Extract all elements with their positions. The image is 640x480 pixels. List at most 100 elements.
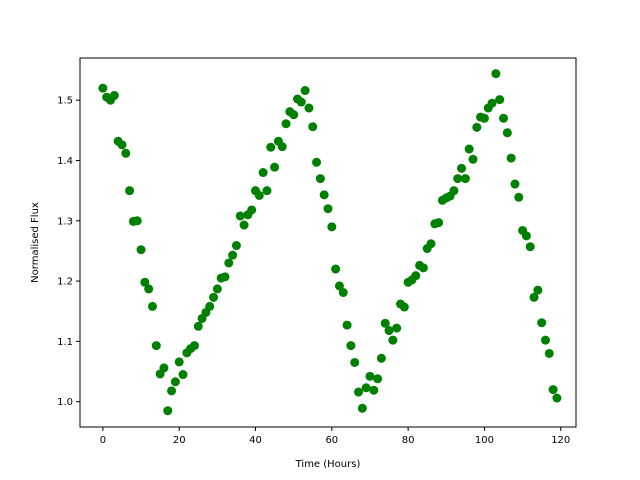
x-tick-label: 120 [551, 435, 570, 446]
data-point [239, 220, 249, 230]
x-tick-label: 40 [249, 435, 262, 446]
data-point [350, 357, 360, 367]
data-point [109, 90, 119, 100]
x-axis-label: Time (Hours) [295, 459, 361, 470]
x-tick-label: 100 [475, 435, 494, 446]
y-tick-label: 1.2 [57, 277, 73, 288]
data-point [361, 383, 371, 393]
data-point [537, 318, 547, 328]
y-tick-label: 1.1 [57, 337, 73, 348]
data-point [544, 348, 554, 358]
x-tick-label: 20 [173, 435, 186, 446]
data-point [136, 245, 146, 255]
data-point [373, 374, 383, 384]
data-point [334, 281, 344, 291]
data-point [342, 320, 352, 330]
data-point [117, 140, 127, 150]
data-point [338, 288, 348, 298]
y-tick-label: 1.4 [57, 156, 73, 167]
y-axis-label: Normalised Flux [30, 202, 41, 283]
data-point [220, 272, 230, 282]
data-point [125, 186, 135, 196]
data-point [384, 326, 394, 336]
data-point [193, 321, 203, 331]
data-point [540, 335, 550, 345]
data-point [426, 239, 436, 249]
data-point [533, 285, 543, 295]
data-point [258, 168, 268, 178]
data-point [460, 174, 470, 184]
data-point [147, 301, 157, 311]
data-point [487, 98, 497, 108]
data-point [224, 258, 234, 268]
y-tick-label: 1.0 [57, 397, 73, 408]
data-point [525, 242, 535, 252]
data-point [98, 83, 108, 93]
y-axis-ticks: 1.0 1.1 1.2 1.3 1.4 1.5 [57, 96, 80, 408]
data-point [163, 406, 173, 416]
data-point [346, 341, 356, 351]
data-point [132, 216, 142, 226]
data-point [205, 301, 215, 311]
data-point [296, 97, 306, 107]
data-point [281, 119, 291, 129]
data-point [270, 162, 280, 172]
data-point [231, 241, 241, 251]
data-point [254, 190, 264, 200]
data-point [266, 142, 276, 152]
y-tick-label: 1.5 [57, 96, 73, 107]
x-tick-label: 80 [402, 435, 415, 446]
data-point [506, 153, 516, 163]
data-point [289, 110, 299, 120]
data-point [510, 179, 520, 189]
data-point [174, 357, 184, 367]
data-points [98, 69, 562, 416]
data-point [331, 264, 341, 274]
data-point [300, 86, 310, 96]
data-point [388, 335, 398, 345]
data-point [521, 231, 531, 241]
data-point [323, 204, 333, 214]
data-point [319, 190, 329, 200]
data-point [212, 284, 222, 294]
data-point [312, 157, 322, 167]
data-point [247, 205, 257, 215]
data-point [457, 163, 467, 173]
data-point [453, 174, 463, 184]
x-tick-label: 60 [325, 435, 338, 446]
data-point [552, 393, 562, 403]
data-point [495, 95, 505, 105]
data-point [548, 385, 558, 395]
data-point [380, 318, 390, 328]
data-point [434, 218, 444, 228]
x-axis-ticks: 0 20 40 60 80 100 120 [100, 427, 570, 446]
data-point [121, 148, 131, 158]
data-point [529, 292, 539, 302]
data-point [151, 341, 161, 351]
data-point [392, 323, 402, 333]
data-point [365, 371, 375, 381]
data-point [514, 192, 524, 202]
data-point [228, 250, 238, 260]
data-point [376, 353, 386, 363]
data-point [491, 69, 501, 79]
data-point [170, 377, 180, 387]
data-point [235, 211, 245, 221]
data-point [304, 103, 314, 113]
data-point [277, 142, 287, 152]
data-point [399, 302, 409, 312]
data-point [189, 341, 199, 351]
data-point [449, 186, 459, 196]
data-point [502, 128, 512, 138]
data-point [167, 386, 177, 396]
data-point [144, 284, 154, 294]
data-point [140, 277, 150, 287]
data-point [464, 144, 474, 154]
data-point [315, 174, 325, 184]
plot-frame [79, 57, 577, 428]
data-point [159, 363, 169, 373]
data-point [468, 154, 478, 164]
data-point [418, 263, 428, 273]
